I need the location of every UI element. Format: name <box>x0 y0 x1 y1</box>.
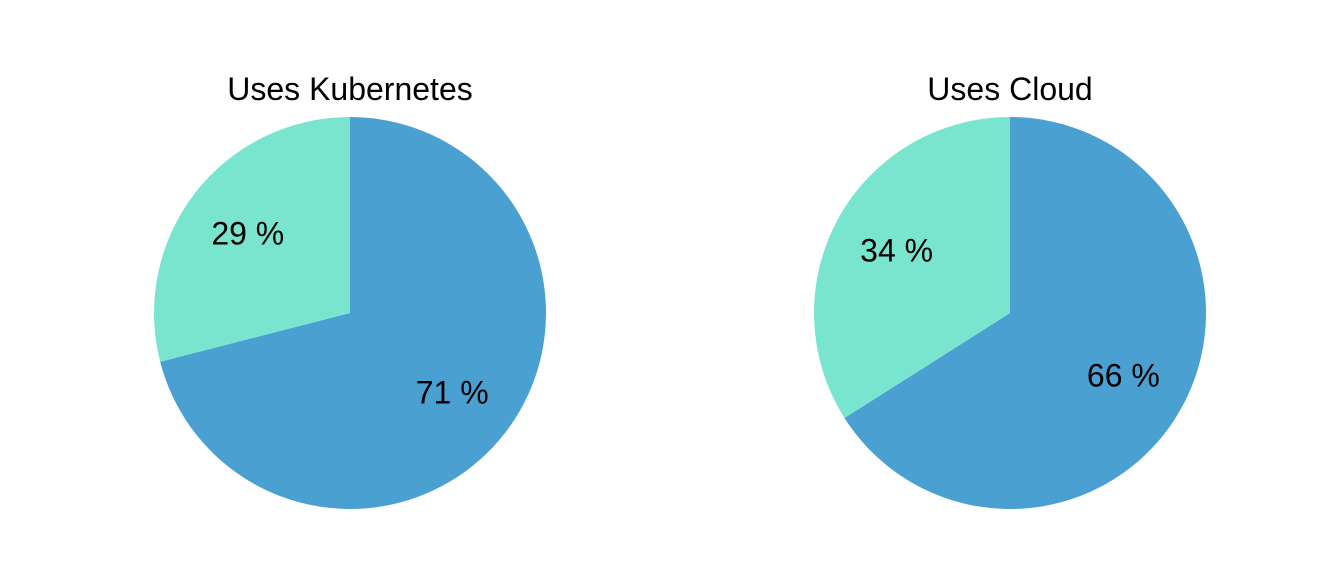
pie-chart-uses-cloud: Uses Cloud 66 % 34 % <box>813 71 1206 510</box>
pie-slice-labels: 71 % 29 % <box>211 216 488 411</box>
pie-slices <box>813 117 1206 510</box>
pie-slice-uses-kubernetes-0 <box>160 117 547 510</box>
pie-slice-label-uses-kubernetes-0: 71 % <box>416 374 489 410</box>
chart-title-uses-kubernetes: Uses Kubernetes <box>227 71 472 107</box>
pie-slice-label-uses-cloud-0: 66 % <box>1087 357 1160 393</box>
pie-slice-uses-kubernetes-1 <box>154 117 350 362</box>
pie-slice-labels: 66 % 34 % <box>860 233 1160 394</box>
chart-title-uses-cloud: Uses Cloud <box>927 71 1092 107</box>
pie-slice-uses-cloud-1 <box>813 117 1010 419</box>
pie-slice-label-uses-kubernetes-1: 29 % <box>211 216 284 252</box>
pie-slices <box>154 117 547 510</box>
pie-chart-uses-kubernetes: Uses Kubernetes 71 % 29 % <box>154 71 547 510</box>
pie-slice-uses-cloud-0 <box>844 117 1206 510</box>
pie-slice-label-uses-cloud-1: 34 % <box>860 233 933 269</box>
